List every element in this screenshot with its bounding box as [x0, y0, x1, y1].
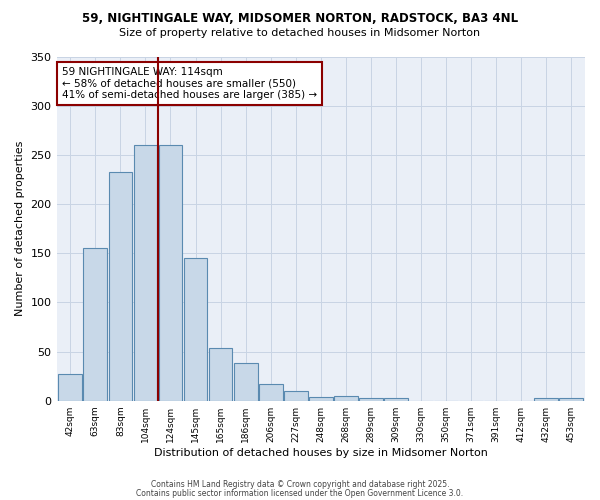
Bar [309, 397, 332, 400]
Text: 59, NIGHTINGALE WAY, MIDSOMER NORTON, RADSTOCK, BA3 4NL: 59, NIGHTINGALE WAY, MIDSOMER NORTON, RA… [82, 12, 518, 26]
Bar [534, 398, 558, 400]
Text: 59 NIGHTINGALE WAY: 114sqm
← 58% of detached houses are smaller (550)
41% of sem: 59 NIGHTINGALE WAY: 114sqm ← 58% of deta… [62, 67, 317, 100]
X-axis label: Distribution of detached houses by size in Midsomer Norton: Distribution of detached houses by size … [154, 448, 488, 458]
Bar [284, 391, 308, 400]
Bar [58, 374, 82, 400]
Bar [259, 384, 283, 400]
Bar [158, 145, 182, 401]
Bar [234, 364, 257, 401]
Bar [134, 145, 157, 401]
Bar [384, 398, 408, 400]
Text: Contains HM Land Registry data © Crown copyright and database right 2025.: Contains HM Land Registry data © Crown c… [151, 480, 449, 489]
Bar [209, 348, 232, 401]
Bar [559, 398, 583, 400]
Bar [109, 172, 133, 400]
Y-axis label: Number of detached properties: Number of detached properties [15, 141, 25, 316]
Bar [359, 398, 383, 400]
Bar [334, 396, 358, 400]
Text: Contains public sector information licensed under the Open Government Licence 3.: Contains public sector information licen… [136, 489, 464, 498]
Bar [83, 248, 107, 400]
Bar [184, 258, 208, 400]
Text: Size of property relative to detached houses in Midsomer Norton: Size of property relative to detached ho… [119, 28, 481, 38]
